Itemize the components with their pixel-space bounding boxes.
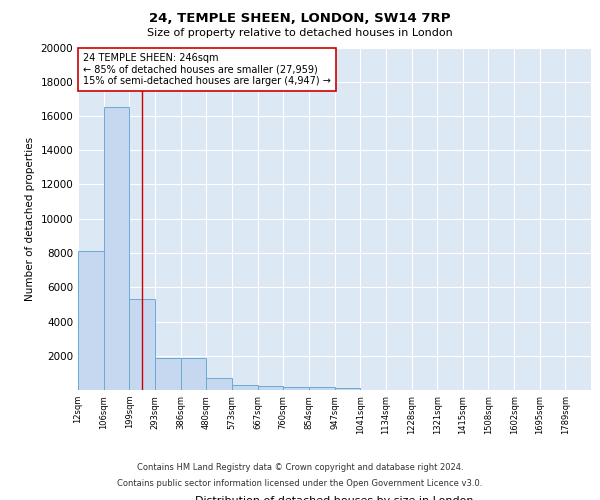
Bar bbox=[283, 386, 309, 390]
Bar bbox=[232, 385, 257, 390]
Bar bbox=[181, 358, 206, 390]
Bar bbox=[104, 108, 130, 390]
Text: 24, TEMPLE SHEEN, LONDON, SW14 7RP: 24, TEMPLE SHEEN, LONDON, SW14 7RP bbox=[149, 12, 451, 26]
Y-axis label: Number of detached properties: Number of detached properties bbox=[25, 136, 35, 301]
X-axis label: Distribution of detached houses by size in London: Distribution of detached houses by size … bbox=[195, 496, 474, 500]
Text: Size of property relative to detached houses in London: Size of property relative to detached ho… bbox=[147, 28, 453, 38]
Bar bbox=[335, 388, 360, 390]
Text: Contains HM Land Registry data © Crown copyright and database right 2024.: Contains HM Land Registry data © Crown c… bbox=[137, 464, 463, 472]
Text: Contains public sector information licensed under the Open Government Licence v3: Contains public sector information licen… bbox=[118, 478, 482, 488]
Bar bbox=[257, 386, 283, 390]
Bar bbox=[155, 358, 181, 390]
Bar bbox=[309, 388, 335, 390]
Bar bbox=[206, 378, 232, 390]
Bar bbox=[78, 252, 104, 390]
Text: 24 TEMPLE SHEEN: 246sqm
← 85% of detached houses are smaller (27,959)
15% of sem: 24 TEMPLE SHEEN: 246sqm ← 85% of detache… bbox=[83, 52, 331, 86]
Bar bbox=[130, 299, 155, 390]
